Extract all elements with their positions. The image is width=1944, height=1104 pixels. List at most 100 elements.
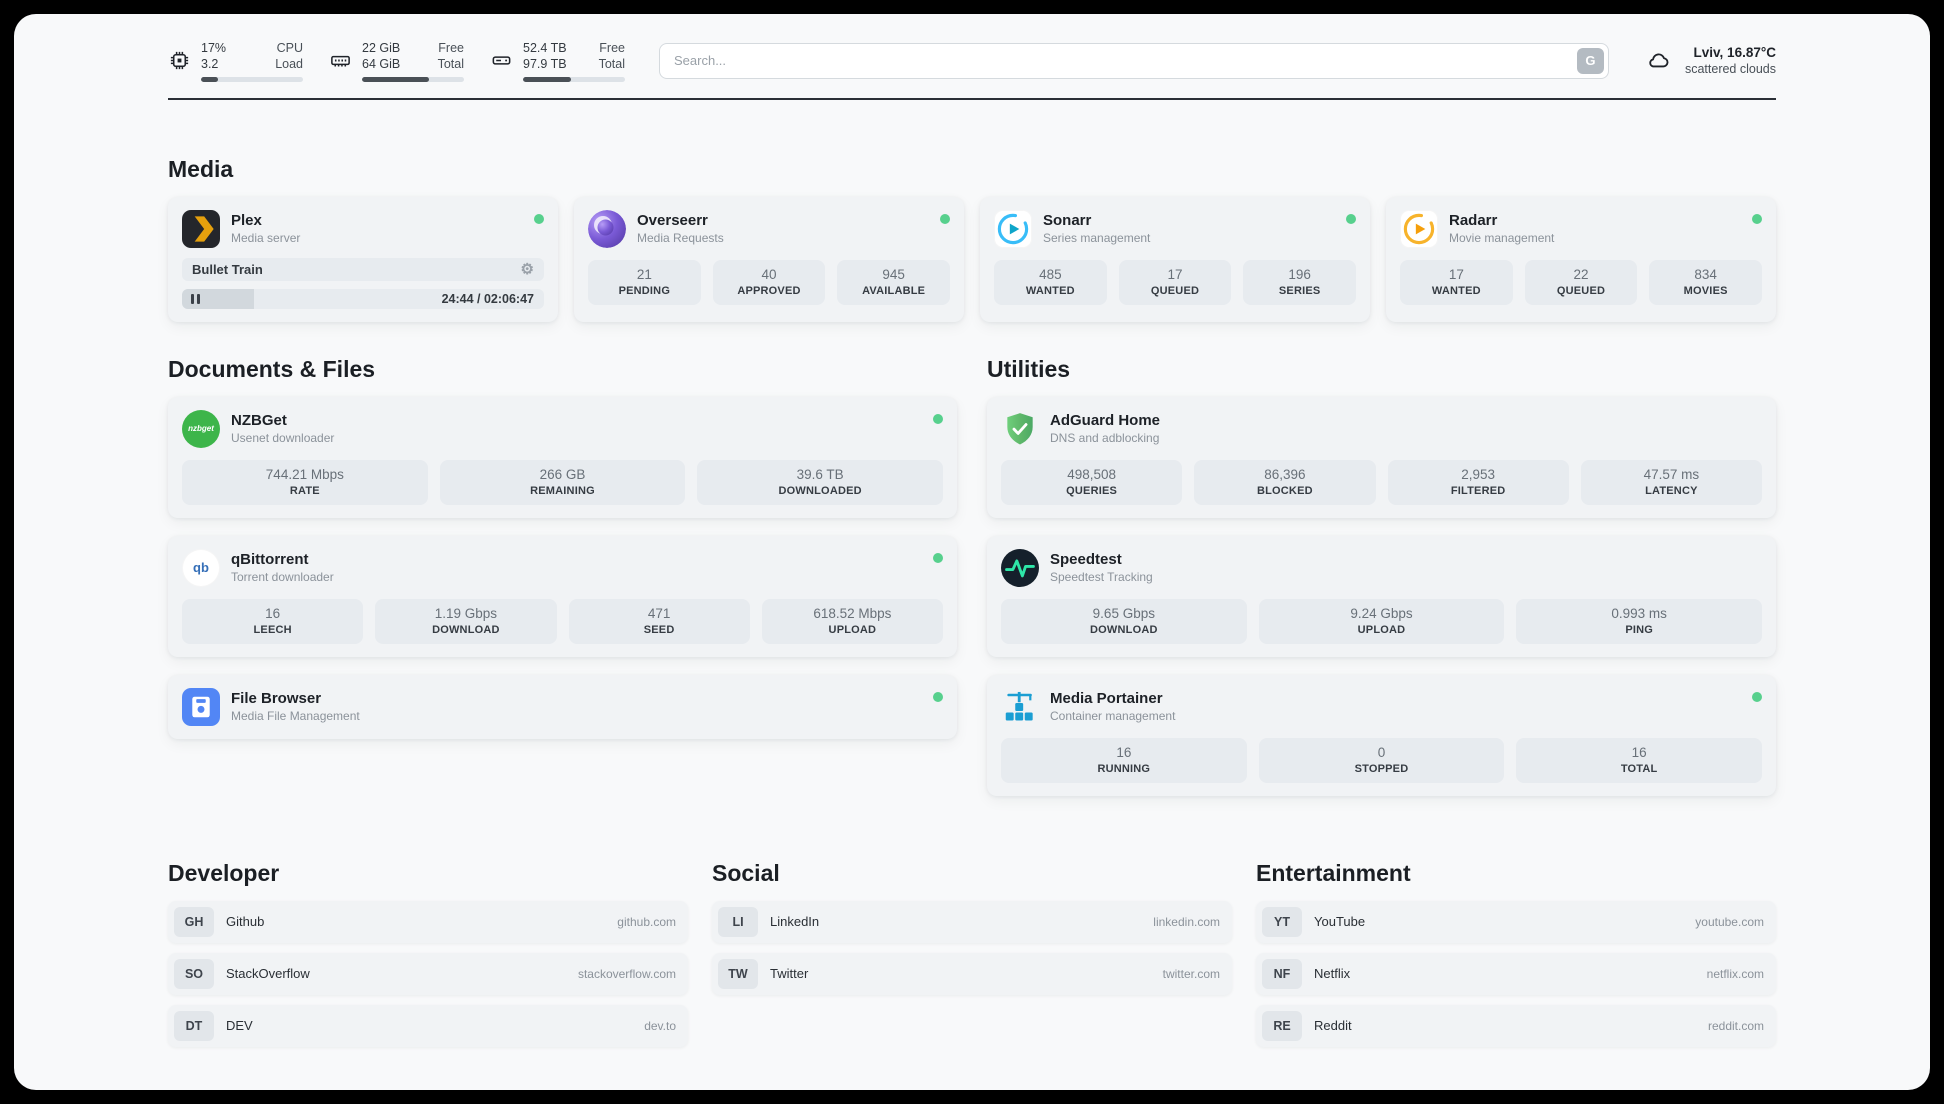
ram-readout: 22 GiB Free 64 GiB Total: [362, 40, 464, 82]
service-desc: Torrent downloader: [231, 570, 334, 584]
service-card-nzbget[interactable]: nzbget NZBGet Usenet downloader 744.21 M…: [168, 396, 957, 518]
stat-box: 2,953 FILTERED: [1387, 459, 1569, 505]
pause-icon[interactable]: [191, 293, 200, 304]
service-card-sonarr[interactable]: Sonarr Series management 485 WANTED 17 QUE…: [980, 196, 1370, 322]
bookmark-twitter[interactable]: TW Twitter twitter.com: [712, 952, 1232, 995]
nzbget-icon: nzbget: [182, 409, 220, 448]
stat-box: 16 LEECH: [182, 598, 364, 644]
stat-box: 471 SEED: [568, 598, 750, 644]
stat-label: STOPPED: [1354, 762, 1409, 775]
bookmark-dev[interactable]: DT DEV dev.to: [168, 1004, 688, 1047]
bookmark-stackoverflow[interactable]: SO StackOverflow stackoverflow.com: [168, 952, 688, 995]
status-dot: [940, 213, 950, 224]
service-desc: Speedtest Tracking: [1050, 570, 1153, 584]
stat-value: 471: [647, 605, 671, 621]
service-card-qbittorrent[interactable]: qb qBittorrent Torrent downloader 16 LEEC…: [168, 535, 957, 657]
stat-label: MOVIES: [1683, 284, 1728, 297]
bookmark-name: Twitter: [770, 966, 809, 981]
documents-cards: nzbget NZBGet Usenet downloader 744.21 M…: [168, 396, 957, 739]
bookmark-name: Github: [226, 914, 265, 929]
bookmark-url: netflix.com: [1706, 966, 1764, 981]
cpu-load-value: 3.2: [201, 57, 219, 72]
search-provider-button[interactable]: G: [1576, 47, 1604, 74]
cloud-icon: [1649, 53, 1669, 68]
service-card-speedtest[interactable]: Speedtest Speedtest Tracking 9.65 Gbps DO…: [987, 535, 1776, 657]
stat-box: 21 PENDING: [588, 259, 701, 305]
playback-progress-bar[interactable]: 24:44 / 02:06:47: [182, 288, 544, 309]
disk-free-value: 52.4 TB: [523, 41, 567, 55]
stat-label: SERIES: [1278, 284, 1321, 297]
stat-box: 16 TOTAL: [1516, 737, 1762, 783]
service-name: Plex: [231, 212, 262, 229]
weather-widget: Lviv, 16.87°C scattered clouds: [1643, 45, 1776, 76]
search-input[interactable]: [659, 42, 1609, 79]
stat-value: 834: [1694, 266, 1717, 282]
ram-free-label: Free: [438, 41, 464, 55]
service-card-filebrowser[interactable]: File Browser Media File Management: [168, 674, 957, 739]
service-name: Radarr: [1449, 212, 1498, 229]
cpu-chip-icon: [170, 52, 189, 70]
card-head: Media Portainer Container management: [1001, 688, 1762, 726]
stat-value: 47.57 ms: [1643, 466, 1700, 482]
bookmark-name: YouTube: [1314, 914, 1366, 929]
head-text: Speedtest Speedtest Tracking: [1050, 551, 1153, 584]
stat-label: FILTERED: [1450, 484, 1506, 497]
entertainment-bookmarks: YT YouTube youtube.com NF Netflix netfli…: [1256, 900, 1776, 1047]
stat-box: 196 SERIES: [1243, 259, 1356, 305]
disk-widget: 52.4 TB Free 97.9 TB Total: [490, 40, 625, 82]
content-container: 17% CPU 3.2 Load 22 GiB Free 64 GiB Total: [168, 14, 1776, 1081]
bookmark-linkedin[interactable]: LI LinkedIn linkedin.com: [712, 900, 1232, 943]
service-card-portainer[interactable]: Media Portainer Container management 16 R…: [987, 674, 1776, 796]
stat-value: 2,953: [1461, 466, 1496, 482]
stat-value: 86,396: [1264, 466, 1306, 482]
section-title-entertainment: Entertainment: [1256, 859, 1411, 886]
head-text: qBittorrent Torrent downloader: [231, 551, 334, 584]
bookmark-netflix[interactable]: NF Netflix netflix.com: [1256, 952, 1776, 995]
section-title-utilities: Utilities: [987, 355, 1071, 382]
portainer-icon: [1001, 688, 1039, 726]
status-dot: [534, 213, 544, 224]
bookmark-abbr: LI: [718, 906, 758, 937]
stat-value: 40: [761, 266, 777, 282]
disk-readout: 52.4 TB Free 97.9 TB Total: [523, 40, 625, 82]
service-name: Sonarr: [1043, 212, 1092, 229]
stat-value: 618.52 Mbps: [813, 605, 892, 621]
adguard-icon: [1001, 410, 1039, 448]
social-bookmarks: LI LinkedIn linkedin.com TW Twitter twit…: [712, 900, 1232, 995]
bookmark-name: Netflix: [1314, 966, 1351, 981]
ram-progress-bar: [362, 76, 464, 82]
bookmark-youtube[interactable]: YT YouTube youtube.com: [1256, 900, 1776, 943]
bookmark-url: dev.to: [644, 1018, 676, 1033]
service-card-plex[interactable]: Plex Media server Bullet Train ⚙ 24:44 /…: [168, 196, 558, 322]
stat-label: RATE: [289, 484, 320, 497]
bookmark-url: linkedin.com: [1153, 914, 1220, 929]
service-card-radarr[interactable]: Radarr Movie management 17 WANTED 22 QUEUE…: [1386, 196, 1776, 322]
service-name: qBittorrent: [231, 551, 309, 568]
stats-row: 744.21 Mbps RATE 266 GB REMAINING 39.6 TB D…: [182, 459, 943, 505]
qbittorrent-icon: qb: [182, 548, 220, 587]
ram-icon: [331, 56, 350, 67]
service-card-overseerr[interactable]: Overseerr Media Requests 21 PENDING 40 APP…: [574, 196, 964, 322]
stats-row: 17 WANTED 22 QUEUED 834 MOVIES: [1400, 259, 1762, 305]
status-dot: [933, 413, 943, 424]
stat-box: 485 WANTED: [994, 259, 1107, 305]
bookmark-abbr: TW: [718, 958, 758, 989]
bookmark-github[interactable]: GH Github github.com: [168, 900, 688, 943]
utilities-cards: AdGuard Home DNS and adblocking 498,508 Q…: [987, 396, 1776, 796]
bookmark-abbr: SO: [174, 958, 214, 989]
stat-box: 40 APPROVED: [712, 259, 826, 305]
gear-icon[interactable]: ⚙: [520, 260, 534, 278]
bookmark-name: DEV: [226, 1018, 253, 1033]
bookmark-abbr: GH: [174, 906, 214, 937]
speedtest-icon: [1001, 548, 1039, 587]
stat-label: APPROVED: [737, 284, 801, 297]
stat-box: 618.52 Mbps UPLOAD: [761, 598, 943, 644]
filebrowser-icon: [182, 687, 220, 726]
card-head: Speedtest Speedtest Tracking: [1001, 548, 1762, 587]
qbittorrent-icon-text: qb: [193, 560, 209, 575]
stat-label: UPLOAD: [1357, 623, 1406, 636]
bookmark-reddit[interactable]: RE Reddit reddit.com: [1256, 1004, 1776, 1047]
section-media: Media Plex Media server: [168, 156, 1776, 322]
service-card-adguard[interactable]: AdGuard Home DNS and adblocking 498,508 Q…: [987, 396, 1776, 518]
stat-value: 196: [1288, 266, 1311, 282]
